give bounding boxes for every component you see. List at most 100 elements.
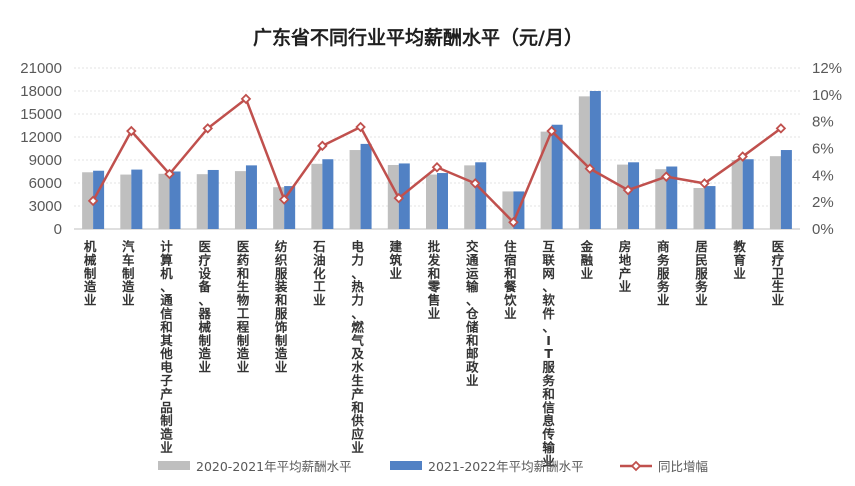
growth-marker bbox=[317, 140, 328, 152]
bar-2021-2022 bbox=[245, 165, 257, 229]
legend-label-2021-2022: 2021-2022年平均薪酬水平 bbox=[428, 459, 584, 474]
bar-2020-2021 bbox=[617, 164, 629, 229]
y2-tick-label: 2% bbox=[812, 194, 834, 211]
growth-marker bbox=[775, 123, 787, 134]
category-label: 石油化工业 bbox=[312, 239, 326, 308]
bar-2021-2022 bbox=[742, 159, 754, 229]
growth-marker bbox=[240, 93, 252, 105]
legend-swatch-2021-2022 bbox=[390, 461, 422, 470]
y-tick-label: 0 bbox=[54, 221, 62, 238]
growth-marker bbox=[355, 121, 366, 133]
bars bbox=[82, 91, 792, 229]
bar-2021-2022 bbox=[666, 166, 678, 229]
y-tick-label: 15000 bbox=[20, 106, 62, 123]
bar-2020-2021 bbox=[311, 163, 323, 229]
growth-marker bbox=[164, 168, 175, 180]
y2-tick-label: 4% bbox=[812, 167, 834, 184]
y2-tick-label: 12% bbox=[812, 60, 842, 77]
y-tick-label: 12000 bbox=[20, 129, 62, 146]
category-label: 商务服务业 bbox=[657, 239, 670, 308]
growth-marker bbox=[431, 162, 443, 173]
bar-2020-2021 bbox=[655, 169, 667, 229]
growth-marker bbox=[393, 192, 405, 204]
growth-marker bbox=[202, 123, 214, 134]
y2-tick-label: 8% bbox=[812, 114, 834, 131]
category-label: 金融业 bbox=[580, 239, 594, 281]
bar-2021-2022 bbox=[131, 169, 143, 229]
bar-2021-2022 bbox=[704, 186, 716, 229]
growth-marker bbox=[469, 178, 481, 189]
category-label: 教育业 bbox=[732, 239, 746, 281]
gridlines bbox=[74, 67, 800, 230]
y-axis-left: 0 3000 6000 9000 12000 15000 18000 21000 bbox=[20, 60, 62, 238]
bar-2020-2021 bbox=[120, 174, 132, 229]
growth-marker bbox=[126, 125, 137, 137]
category-label: 电力、热力、燃气及水生产和供应业 bbox=[350, 239, 364, 455]
y-tick-label: 3000 bbox=[29, 198, 62, 215]
bar-2020-2021 bbox=[464, 165, 476, 229]
y-tick-label: 9000 bbox=[29, 152, 62, 169]
bar-2021-2022 bbox=[284, 186, 296, 229]
y2-tick-label: 6% bbox=[812, 141, 834, 158]
category-labels: 机械制造业 汽车制造业 计算机、通信和其他电子产品制造业 医疗设备、器械制造业 医药和生… bbox=[84, 239, 785, 468]
category-label: 批发和零售业 bbox=[427, 239, 441, 321]
category-label: 医疗卫生业 bbox=[772, 239, 785, 308]
legend-swatch-2020-2021 bbox=[158, 461, 190, 470]
y-axis-right: 0% 2% 4% 6% 8% 10% 12% bbox=[812, 60, 842, 238]
growth-marker bbox=[546, 125, 557, 137]
bar-2021-2022 bbox=[398, 163, 410, 229]
category-label: 医药和生物工程制造业 bbox=[236, 239, 250, 375]
bar-2020-2021 bbox=[196, 174, 208, 229]
growth-marker bbox=[699, 178, 710, 189]
bar-2020-2021 bbox=[731, 160, 743, 229]
bar-2020-2021 bbox=[693, 187, 705, 229]
bar-2021-2022 bbox=[628, 162, 640, 229]
bar-2020-2021 bbox=[234, 171, 246, 229]
y2-tick-label: 0% bbox=[812, 221, 834, 238]
y-tick-label: 18000 bbox=[20, 83, 62, 100]
category-label: 机械制造业 bbox=[84, 239, 97, 308]
growth-marker bbox=[584, 163, 596, 174]
bar-2020-2021 bbox=[387, 164, 399, 229]
bar-2021-2022 bbox=[437, 173, 448, 229]
category-label: 医疗设备、器械制造业 bbox=[197, 239, 211, 375]
bar-2020-2021 bbox=[540, 131, 552, 229]
bar-2020-2021 bbox=[273, 187, 285, 229]
growth-marker bbox=[737, 151, 748, 162]
bar-2020-2021 bbox=[349, 150, 361, 229]
category-label: 纺织服装和服饰制造业 bbox=[274, 239, 288, 375]
bar-2021-2022 bbox=[589, 91, 601, 229]
legend-label-2020-2021: 2020-2021年平均薪酬水平 bbox=[196, 459, 352, 474]
growth-marker bbox=[660, 171, 672, 182]
bar-2021-2022 bbox=[93, 170, 105, 229]
bar-2021-2022 bbox=[169, 171, 181, 229]
growth-marker bbox=[87, 195, 99, 207]
chart-title: 广东省不同行业平均薪酬水平（元/月） bbox=[253, 26, 583, 49]
bar-2021-2022 bbox=[780, 150, 792, 229]
category-label: 建筑业 bbox=[390, 239, 403, 281]
y-tick-label: 21000 bbox=[20, 60, 62, 77]
category-label: 计算机、通信和其他电子产品制造业 bbox=[159, 239, 173, 455]
y-tick-label: 6000 bbox=[29, 175, 62, 192]
bar-2020-2021 bbox=[82, 172, 94, 229]
growth-line bbox=[87, 93, 787, 228]
category-label: 交通运输、仓储和邮政业 bbox=[465, 239, 479, 388]
category-label: 居民服务业 bbox=[695, 239, 708, 308]
legend: 2020-2021年平均薪酬水平 2021-2022年平均薪酬水平 同比增幅 bbox=[158, 459, 708, 474]
category-label: 住宿和餐饮业 bbox=[503, 239, 517, 321]
bar-2020-2021 bbox=[769, 156, 781, 229]
category-label: 汽车制造业 bbox=[122, 239, 135, 308]
growth-marker bbox=[278, 194, 290, 205]
bar-2020-2021 bbox=[502, 191, 514, 229]
y2-tick-label: 10% bbox=[812, 87, 842, 104]
bar-2021-2022 bbox=[207, 169, 219, 229]
legend-swatch-growth-marker bbox=[630, 460, 642, 472]
bar-2021-2022 bbox=[475, 162, 487, 229]
bar-2021-2022 bbox=[360, 143, 372, 229]
bar-2020-2021 bbox=[158, 173, 170, 229]
category-label: 互联网、软件、 I T 服务和信息传输业 bbox=[541, 239, 555, 468]
category-label: 房地产业 bbox=[619, 239, 632, 294]
growth-marker bbox=[622, 184, 634, 196]
bar-2021-2022 bbox=[551, 124, 563, 229]
